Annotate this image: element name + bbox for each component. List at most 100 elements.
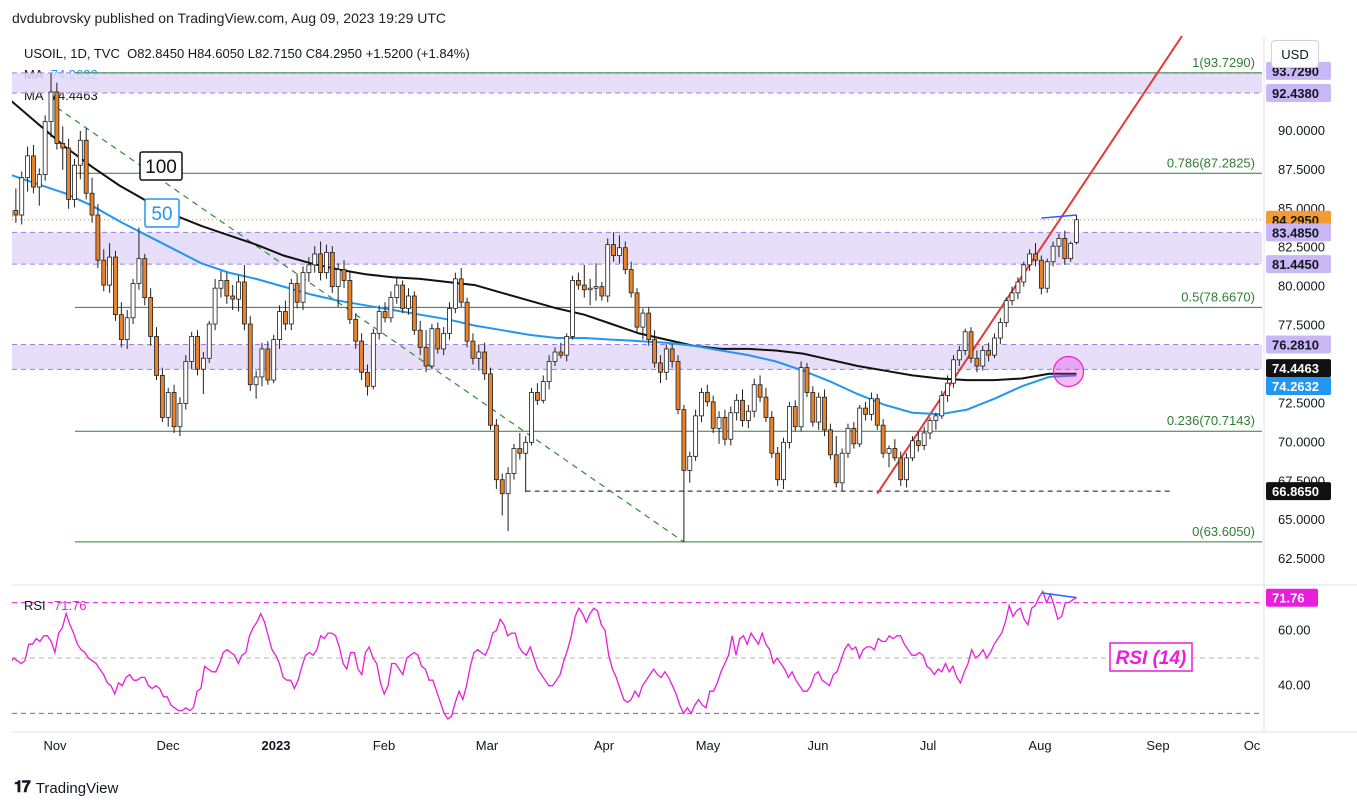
candle-body [699, 392, 704, 417]
candle-body [470, 340, 476, 359]
candle [558, 342, 564, 359]
candle-body [159, 374, 165, 418]
price-label-text: 74.2632 [1272, 379, 1319, 394]
candle-body [915, 440, 921, 446]
candle-body [1009, 292, 1015, 302]
candle [60, 126, 66, 170]
candle [839, 448, 845, 491]
ma100-line [12, 100, 1077, 382]
candle [370, 328, 376, 390]
candle [1068, 241, 1074, 262]
candle [505, 467, 511, 532]
candle [552, 347, 558, 367]
candle [986, 342, 992, 362]
candle [956, 345, 962, 367]
price-label-bg [1266, 376, 1331, 395]
candle [306, 257, 312, 282]
candle-body [54, 91, 60, 144]
supply-zone [12, 344, 1262, 370]
ohlc-values: O82.8450 H84.6050 L82.7150 C84.2950 +1.5… [127, 46, 470, 61]
candle-body [921, 432, 927, 446]
candle-body [1062, 237, 1068, 260]
candle [910, 436, 915, 462]
candle-body [12, 209, 13, 217]
candle-body [72, 164, 77, 200]
candle [470, 333, 476, 365]
candle-body [230, 295, 236, 300]
candle-body [1074, 219, 1079, 243]
candle [980, 345, 986, 371]
candle [247, 316, 253, 391]
candle [283, 300, 288, 331]
candle-body [599, 286, 605, 297]
candle-body [365, 371, 370, 387]
candle [1038, 255, 1044, 295]
candle-body [974, 357, 980, 367]
candle [359, 333, 365, 381]
candle [19, 171, 25, 225]
candle [183, 355, 189, 410]
rsi-value-bg [1266, 588, 1318, 607]
price-label-tag: 66.8650 [1266, 482, 1331, 501]
price-label-tag: 81.4450 [1266, 255, 1331, 274]
candle [165, 387, 171, 427]
candle-body [617, 247, 622, 256]
candle-body [611, 244, 616, 256]
candle-body [212, 287, 218, 325]
candle [599, 281, 605, 301]
candle-body [224, 280, 230, 297]
candle [253, 370, 259, 399]
candle [1056, 233, 1062, 258]
candle-body [441, 332, 447, 350]
price-label-bg [1266, 359, 1331, 378]
candle [130, 278, 136, 325]
candle [271, 334, 277, 384]
candle-body [816, 396, 822, 423]
price-label-tag: 83.4850 [1266, 223, 1331, 242]
candle-body [288, 283, 294, 325]
candle-body [845, 427, 851, 454]
candle-body [687, 455, 693, 471]
candle-body [716, 417, 722, 429]
candle [89, 177, 95, 223]
candle [880, 418, 886, 458]
candle-body [552, 351, 558, 362]
candle [611, 232, 616, 262]
candle-body [581, 284, 587, 291]
candle-body [394, 284, 400, 298]
fib-level-label: 1(93.7290) [1192, 55, 1255, 70]
candle [113, 250, 118, 321]
candle [31, 144, 36, 194]
candle [329, 246, 335, 293]
fib-level-label: 0.786(87.2825) [1167, 155, 1255, 170]
candle-body [669, 348, 675, 362]
candle-body [517, 448, 523, 454]
candle [341, 260, 347, 289]
candle [699, 387, 704, 423]
candle-body [177, 403, 183, 428]
candle [1021, 261, 1027, 287]
price-divergence-line [1041, 214, 1077, 219]
candle-body [60, 143, 66, 149]
candle [921, 426, 927, 451]
candle [570, 275, 575, 340]
candle-body [628, 269, 634, 294]
candle [716, 411, 722, 444]
candle-body [77, 139, 83, 166]
candle-body [452, 278, 458, 309]
currency-button[interactable]: USD [1271, 40, 1319, 68]
candle-body [1033, 253, 1038, 261]
footer-brand[interactable]: 𝟏𝟕 TradingView [14, 779, 118, 797]
candle-body [933, 415, 939, 421]
candle-body [113, 256, 118, 316]
candle-body [927, 420, 933, 434]
candle-body [124, 317, 130, 340]
candle [564, 333, 570, 362]
candle [974, 350, 980, 373]
candle-body [1044, 261, 1050, 289]
candle-body [417, 329, 423, 348]
price-label-text: 92.4380 [1272, 86, 1319, 101]
candle [1074, 214, 1079, 245]
candle [951, 355, 956, 388]
